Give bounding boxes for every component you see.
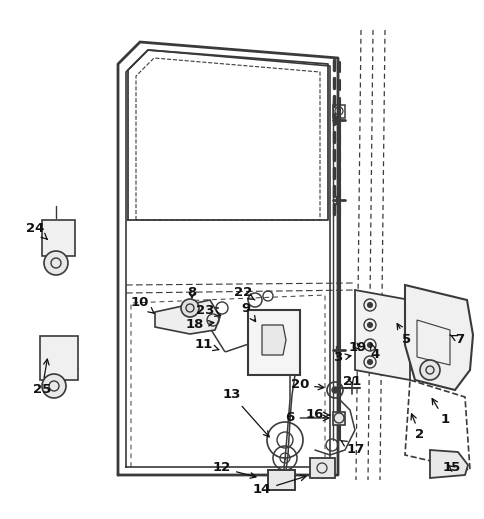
Polygon shape [40, 336, 78, 380]
Text: 22: 22 [233, 286, 255, 300]
Text: 12: 12 [212, 461, 256, 478]
Polygon shape [42, 220, 75, 256]
Polygon shape [333, 412, 344, 425]
Polygon shape [404, 285, 472, 390]
Text: 17: 17 [340, 441, 364, 457]
Text: 15: 15 [442, 461, 460, 474]
Polygon shape [247, 310, 300, 375]
Text: 6: 6 [285, 412, 328, 425]
Polygon shape [354, 290, 409, 380]
Polygon shape [268, 470, 294, 490]
Circle shape [367, 343, 372, 348]
Polygon shape [261, 325, 286, 355]
Circle shape [367, 303, 372, 307]
Text: 24: 24 [26, 222, 47, 239]
Text: 18: 18 [185, 319, 213, 332]
Circle shape [44, 251, 68, 275]
Circle shape [42, 374, 66, 398]
Polygon shape [429, 450, 467, 478]
Polygon shape [155, 300, 220, 334]
Text: 21: 21 [342, 376, 361, 389]
Text: 14: 14 [252, 475, 305, 497]
Text: 8: 8 [187, 286, 196, 299]
Circle shape [332, 387, 337, 393]
Circle shape [367, 360, 372, 364]
Text: 16: 16 [305, 408, 329, 421]
Polygon shape [309, 458, 334, 478]
Text: 4: 4 [370, 343, 379, 362]
Circle shape [419, 360, 439, 380]
Text: 7: 7 [449, 334, 464, 347]
Text: 19: 19 [348, 342, 366, 354]
Text: 9: 9 [241, 302, 255, 322]
Text: 11: 11 [195, 338, 218, 351]
Text: 5: 5 [396, 323, 411, 347]
Text: 1: 1 [431, 399, 449, 427]
Text: 13: 13 [222, 389, 269, 437]
Text: 20: 20 [290, 378, 323, 391]
Text: 3: 3 [333, 351, 350, 364]
Text: 10: 10 [131, 295, 154, 313]
Circle shape [181, 299, 198, 317]
Circle shape [367, 322, 372, 327]
Text: 2: 2 [410, 414, 424, 442]
Text: 23: 23 [196, 304, 220, 317]
Text: 25: 25 [33, 359, 51, 397]
